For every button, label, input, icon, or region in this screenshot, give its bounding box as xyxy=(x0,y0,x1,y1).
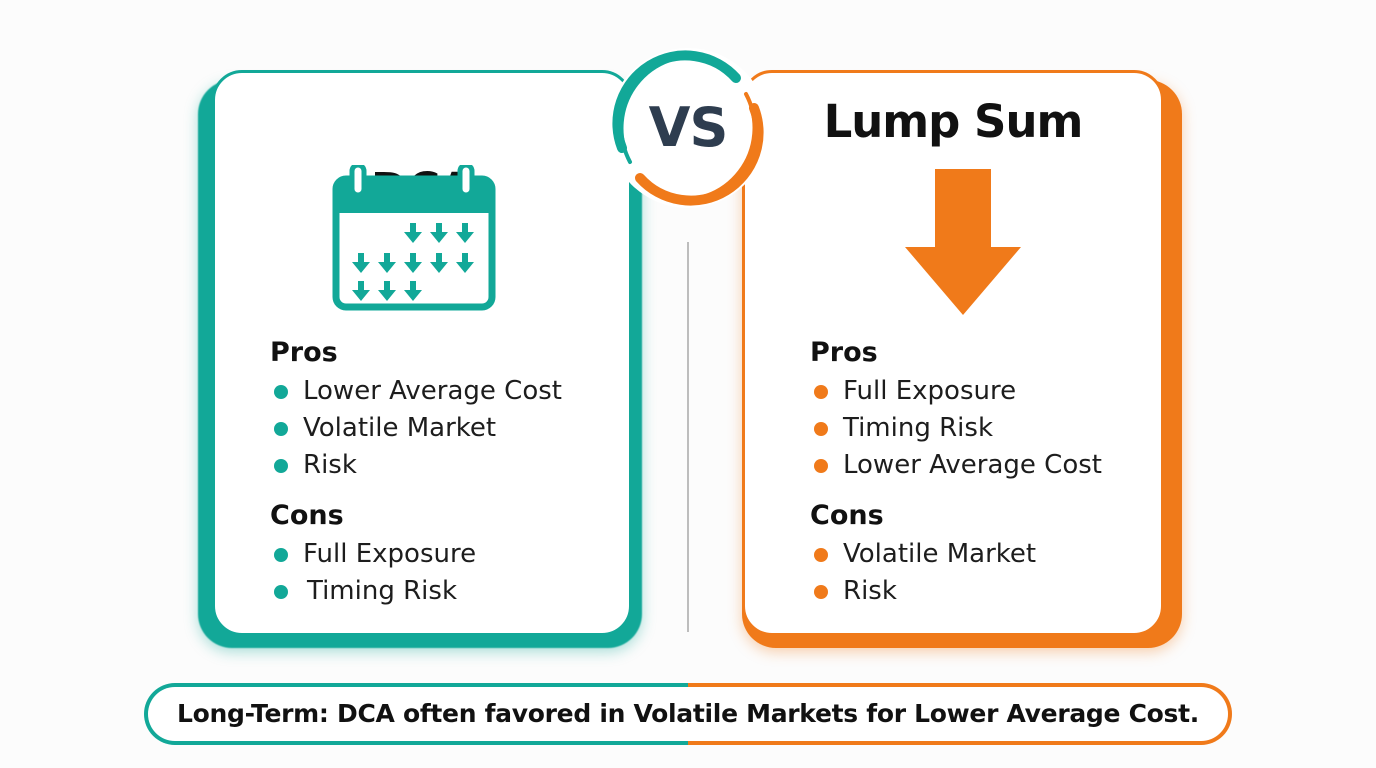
list-item-label: Full Exposure xyxy=(843,376,1017,406)
list-item: Lower Average Cost xyxy=(811,447,1102,484)
calendar-arrow-icon xyxy=(352,281,370,301)
list-item-label: Volatile Market xyxy=(303,413,497,443)
calendar-arrow-icon xyxy=(378,281,396,301)
vs-badge: VS xyxy=(604,44,772,212)
lump-sum-card: Lump Sum Pros Full Exposure Timing Risk … xyxy=(742,70,1164,636)
summary-banner: Long-Term: DCA often favored in Volatile… xyxy=(144,683,1232,745)
list-item-label: Timing Risk xyxy=(307,576,457,606)
bullet-icon xyxy=(274,385,288,399)
bullet-icon xyxy=(274,459,288,473)
down-arrow-icon xyxy=(905,169,1021,315)
bullet-icon xyxy=(274,585,288,599)
bullet-icon xyxy=(274,422,288,436)
lump-sum-cons-list: Volatile Market Risk xyxy=(811,536,1036,610)
dca-pros-list: Lower Average Cost Volatile Market Risk xyxy=(271,373,562,484)
list-item: Volatile Market xyxy=(811,536,1036,573)
dca-pros-title: Pros xyxy=(270,337,338,368)
list-item: Timing Risk xyxy=(811,410,1102,447)
dca-card: DCA Pros Lower Average Cost Volatile Mar… xyxy=(212,70,632,636)
bullet-icon xyxy=(814,385,828,399)
dca-cons-title: Cons xyxy=(270,500,344,531)
calendar-arrow-icon xyxy=(456,223,474,243)
dca-cons-list: Full Exposure Timing Risk xyxy=(271,536,476,610)
list-item-label: Risk xyxy=(303,450,357,480)
calendar-arrow-icon xyxy=(378,253,396,273)
list-item-label: Timing Risk xyxy=(843,413,993,443)
list-item-label: Lower Average Cost xyxy=(303,376,562,406)
list-item: Volatile Market xyxy=(271,410,562,447)
calendar-arrow-icon xyxy=(430,253,448,273)
list-item: Lower Average Cost xyxy=(271,373,562,410)
lump-sum-cons-title: Cons xyxy=(810,500,884,531)
lump-sum-pros-list: Full Exposure Timing Risk Lower Average … xyxy=(811,373,1102,484)
list-item-label: Lower Average Cost xyxy=(843,450,1102,480)
calendar-arrow-icon xyxy=(352,253,370,273)
calendar-arrow-icon xyxy=(404,223,422,243)
bullet-icon xyxy=(814,548,828,562)
bullet-icon xyxy=(814,422,828,436)
bullet-icon xyxy=(814,459,828,473)
list-item: Full Exposure xyxy=(811,373,1102,410)
lump-sum-title: Lump Sum xyxy=(823,95,1084,148)
list-item: Risk xyxy=(811,573,1036,610)
lump-sum-pros-title: Pros xyxy=(810,337,878,368)
calendar-arrow-icon xyxy=(404,281,422,301)
list-item-label: Volatile Market xyxy=(843,539,1037,569)
center-divider xyxy=(687,242,689,632)
calendar-arrow-icon xyxy=(404,253,422,273)
list-item: Full Exposure xyxy=(271,536,476,573)
list-item-label: Risk xyxy=(843,576,897,606)
calendar-arrow-icon xyxy=(430,223,448,243)
bullet-icon xyxy=(814,585,828,599)
calendar-arrow-icon xyxy=(456,253,474,273)
list-item: Risk xyxy=(271,447,562,484)
vs-label: VS xyxy=(648,96,729,159)
bullet-icon xyxy=(274,548,288,562)
list-item-label: Full Exposure xyxy=(303,539,477,569)
calendar-icon xyxy=(332,165,496,311)
list-item: Timing Risk xyxy=(271,573,476,610)
vs-ring-icon xyxy=(608,48,768,208)
